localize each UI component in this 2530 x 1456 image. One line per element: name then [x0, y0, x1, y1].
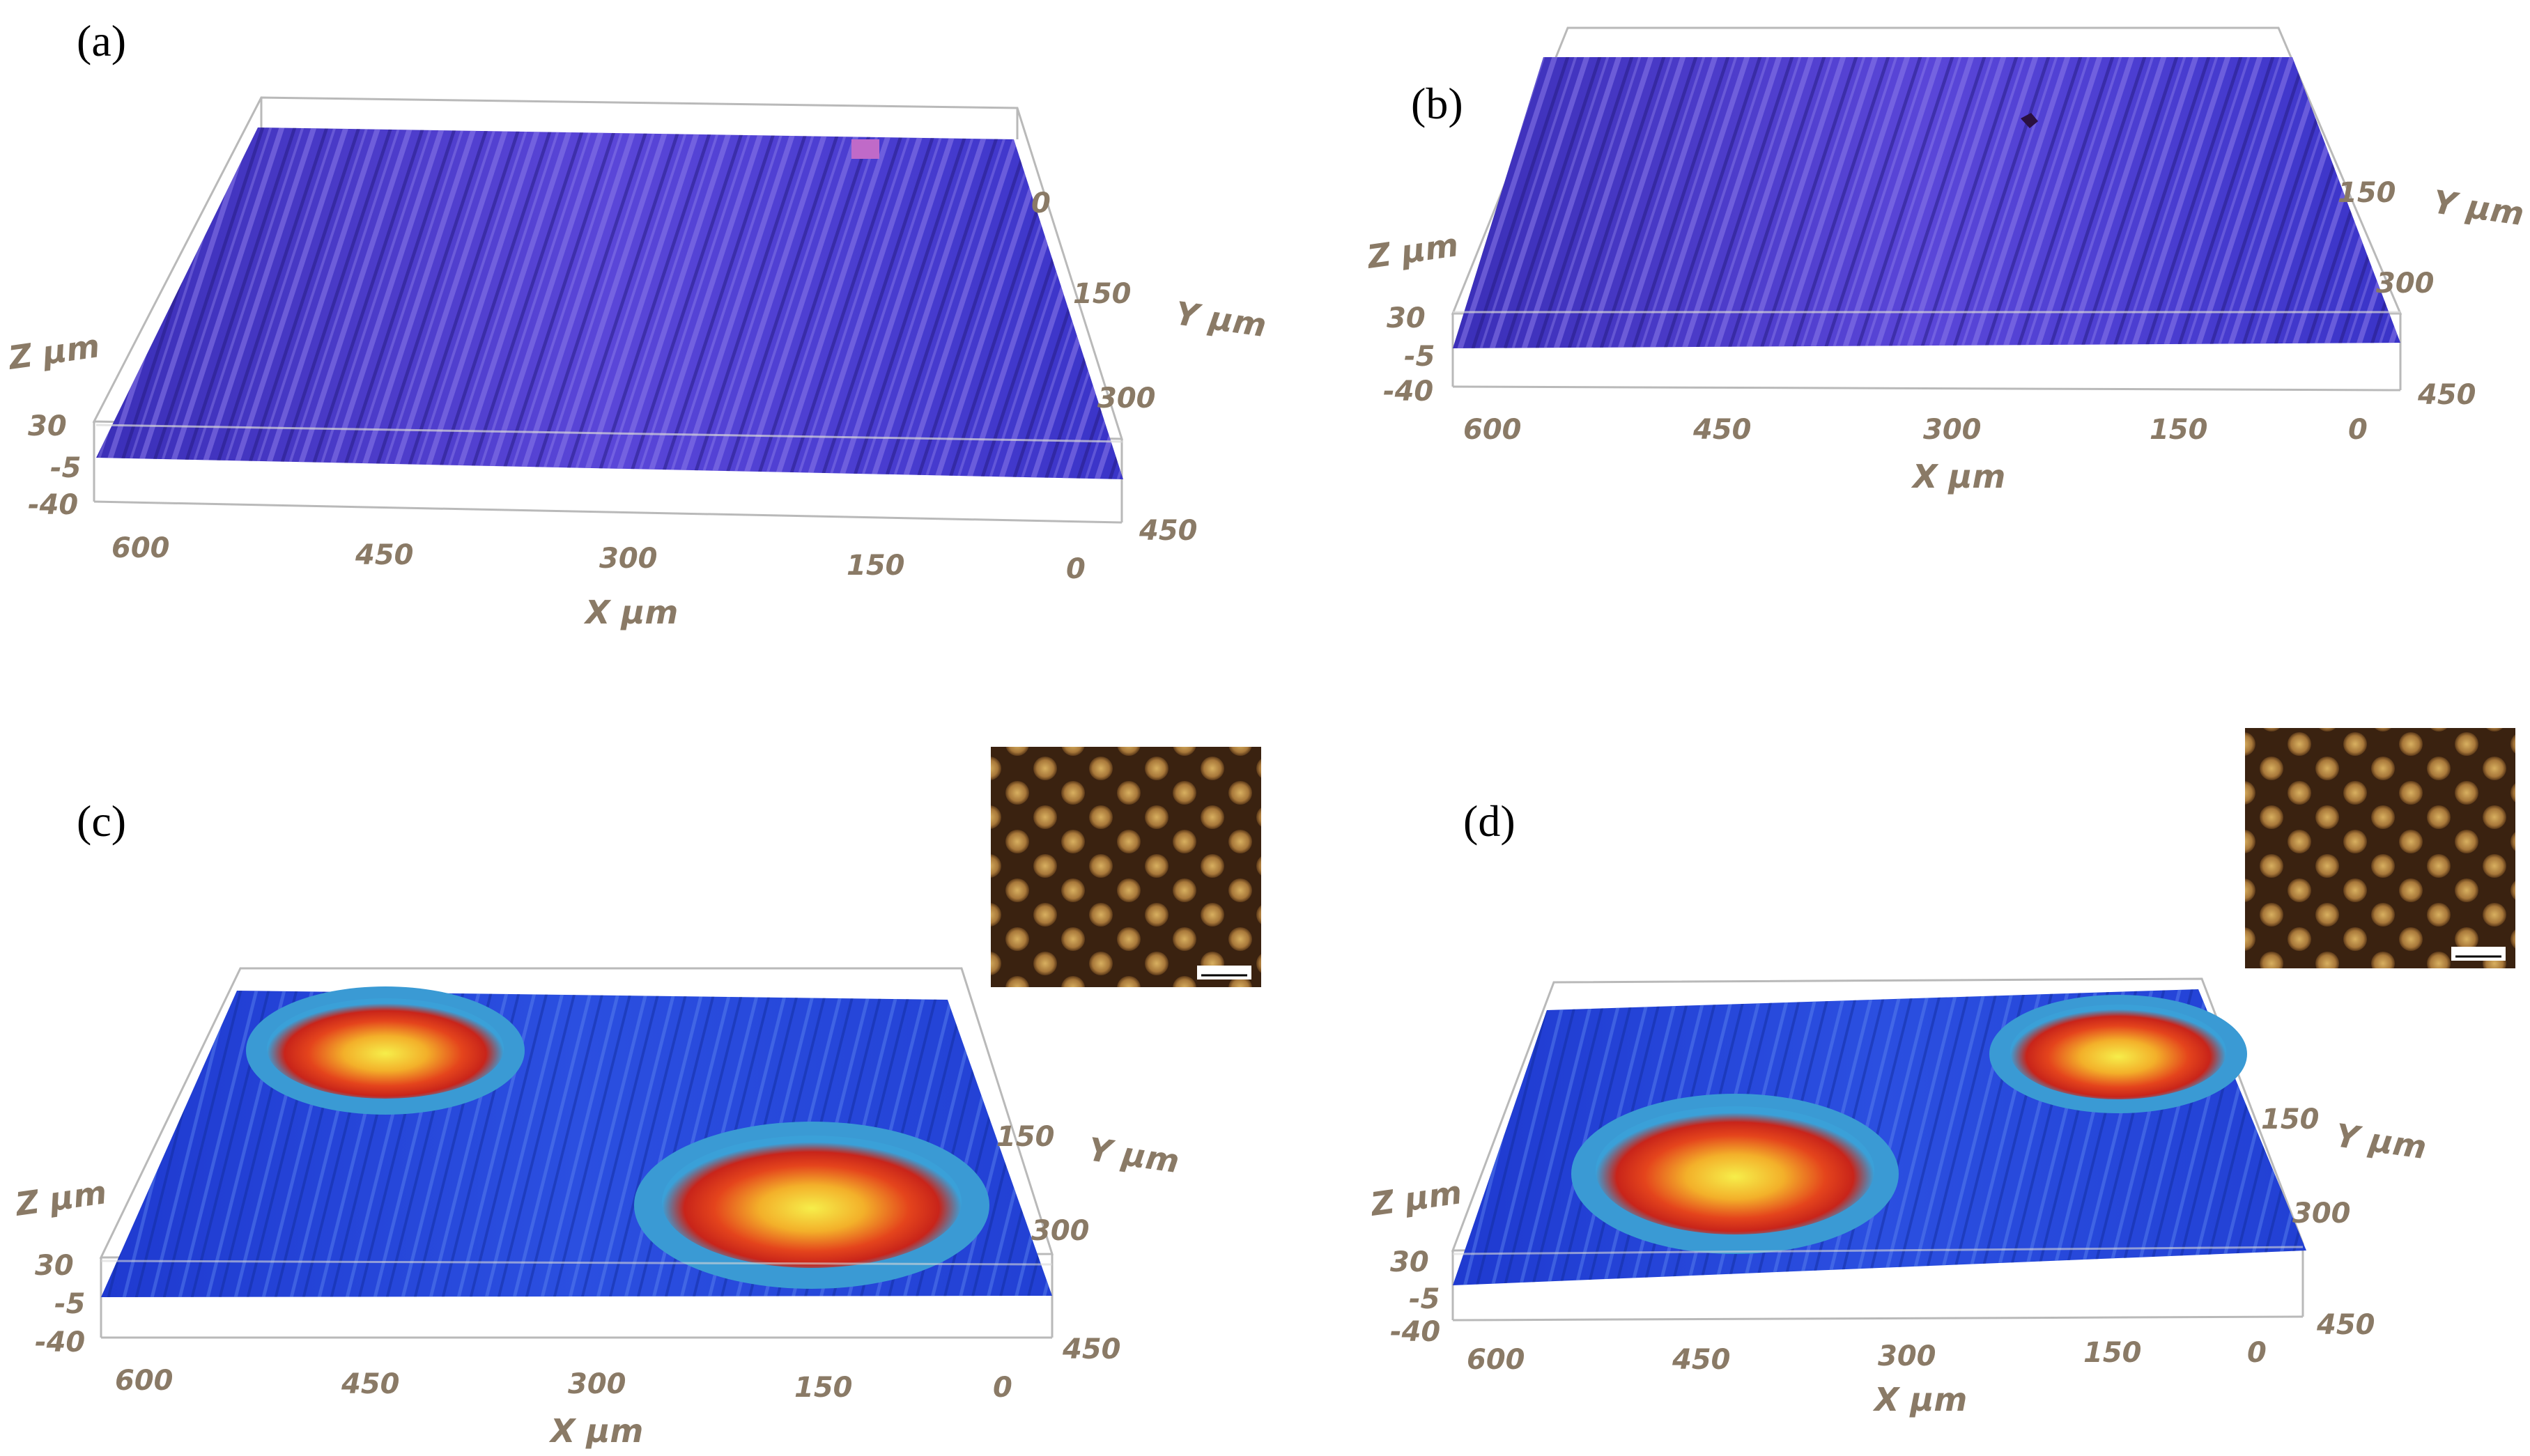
z-tick: 30 — [1387, 302, 1426, 334]
z-axis-title: Z µm — [12, 1173, 109, 1223]
x-axis-title: X µm — [548, 1412, 643, 1450]
x-axis: 600 450 300 150 0 X µm — [115, 1365, 1012, 1450]
y-tick: 300 — [1031, 1215, 1090, 1247]
x-axis-title: X µm — [583, 594, 678, 631]
y-tick: 150 — [2338, 177, 2396, 209]
y-tick: 300 — [2376, 268, 2435, 300]
y-tick: 300 — [2292, 1198, 2351, 1230]
x-axis-title: X µm — [1872, 1381, 1967, 1418]
x-axis: 600 450 300 150 0 X µm — [111, 532, 1086, 631]
z-tick: -5 — [50, 452, 81, 484]
dimple — [1989, 995, 2247, 1113]
x-tick: 150 — [2083, 1337, 2142, 1369]
z-tick: -5 — [54, 1288, 85, 1320]
z-axis: Z µm 30 -5 -40 — [5, 327, 102, 521]
y-tick: 300 — [1097, 382, 1156, 415]
panel-label: (b) — [1411, 79, 1463, 128]
z-tick: -40 — [1390, 1316, 1440, 1348]
y-tick: 150 — [1073, 278, 1132, 310]
y-axis-title: Y µm — [2430, 183, 2526, 233]
x-tick: 0 — [2247, 1337, 2267, 1369]
x-tick: 300 — [568, 1368, 626, 1400]
y-tick: 150 — [996, 1121, 1055, 1153]
y-axis-title: Y µm — [1086, 1130, 1181, 1180]
x-axis: 600 450 300 150 0 X µm — [1467, 1337, 2267, 1418]
z-tick: 30 — [28, 410, 67, 442]
panel-label: (d) — [1463, 796, 1515, 846]
x-tick: 300 — [599, 543, 658, 575]
x-tick: 300 — [1878, 1340, 1936, 1372]
y-axis: 150 300 450 Y µm — [996, 1121, 1182, 1365]
inset-micrograph — [2245, 728, 2515, 968]
z-axis: Z µm 30 -5 -40 — [12, 1173, 109, 1358]
z-tick: 30 — [1390, 1246, 1429, 1278]
y-axis-title: Y µm — [2333, 1116, 2428, 1166]
y-tick: 450 — [1062, 1333, 1121, 1365]
panel-a: (a) Z µm 30 -5 -40 600 450 300 150 0 — [5, 16, 1269, 631]
x-tick: 150 — [847, 550, 905, 582]
z-axis: Z µm 30 -5 -40 — [1364, 226, 1460, 408]
z-axis-title: Z µm — [5, 327, 102, 377]
panel-b: (b) Z µm 30 -5 -40 600 450 300 150 0 X µ… — [1364, 26, 2527, 495]
surface-defect — [851, 139, 879, 159]
bounding-box — [99, 967, 1054, 1339]
x-tick: 150 — [794, 1372, 853, 1404]
x-tick: 600 — [1463, 414, 1522, 446]
z-axis-title: Z µm — [1367, 1173, 1464, 1223]
y-tick: 450 — [1139, 515, 1198, 547]
inset-micrograph — [991, 747, 1261, 987]
x-tick: 600 — [115, 1365, 173, 1397]
surface-stripes — [1453, 57, 2400, 348]
surface-stripes — [96, 127, 1123, 479]
x-axis: 600 450 300 150 0 X µm — [1463, 414, 2368, 495]
x-tick: 450 — [355, 539, 414, 571]
x-tick: 600 — [111, 532, 170, 564]
dimple — [246, 986, 525, 1115]
bounding-box — [1451, 26, 2402, 392]
z-tick: 30 — [35, 1250, 74, 1282]
z-tick: -40 — [1383, 375, 1433, 408]
z-tick: -40 — [28, 489, 78, 521]
x-tick: 300 — [1923, 414, 1982, 446]
panel-label: (a) — [77, 16, 126, 65]
surface-defect — [2021, 113, 2038, 128]
x-tick: 450 — [1692, 414, 1752, 446]
z-tick: -5 — [1409, 1283, 1440, 1315]
x-tick: 150 — [2150, 414, 2208, 446]
panel-label: (c) — [77, 796, 126, 846]
z-tick: -40 — [35, 1326, 85, 1358]
panel-d: (d) Z µm 30 -5 -40 600 — [1367, 728, 2515, 1418]
y-tick: 450 — [2316, 1309, 2375, 1341]
y-tick: 450 — [2417, 379, 2476, 411]
y-tick: 150 — [2261, 1103, 2320, 1136]
z-tick: -5 — [1404, 341, 1435, 373]
dimple — [1571, 1094, 1899, 1254]
y-tick: 0 — [1031, 187, 1051, 219]
y-axis-title: Y µm — [1173, 294, 1268, 344]
x-tick: 600 — [1467, 1344, 1525, 1376]
x-tick: 0 — [1066, 553, 1086, 585]
x-tick: 0 — [993, 1372, 1012, 1404]
x-tick: 450 — [341, 1368, 400, 1400]
panel-c: (c) Z µm 30 -5 -40 — [12, 747, 1261, 1450]
z-axis-title: Z µm — [1364, 226, 1460, 276]
x-axis-title: X µm — [1911, 458, 2005, 495]
dimple — [634, 1122, 989, 1289]
x-tick: 0 — [2348, 414, 2368, 446]
bounding-box — [92, 96, 1124, 524]
x-tick: 450 — [1672, 1344, 1731, 1376]
z-axis: Z µm 30 -5 -40 — [1367, 1173, 1464, 1348]
